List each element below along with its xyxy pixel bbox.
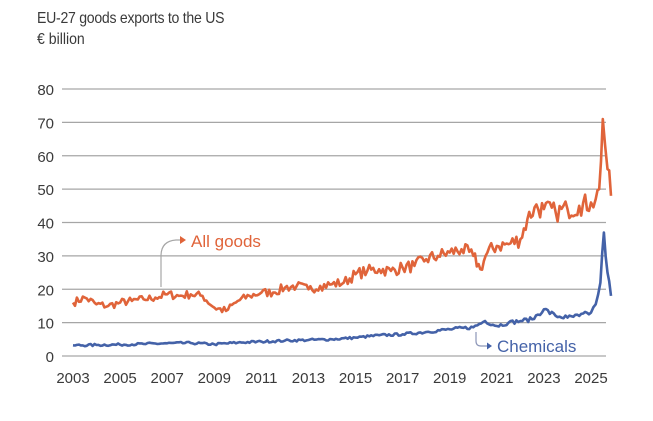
arrowhead-icon [180, 236, 186, 244]
x-tick-label: 2013 [292, 370, 325, 387]
x-tick-label: 2025 [574, 370, 607, 387]
annotations: All goods Chemicals [160, 232, 576, 356]
chemicals-label: Chemicals [497, 337, 576, 356]
x-tick-label: 2007 [150, 370, 183, 387]
gridlines [62, 88, 606, 357]
chart-title: EU-27 goods exports to the US [37, 10, 225, 27]
x-tick-label: 2017 [386, 370, 419, 387]
y-tick-label: 80 [37, 82, 54, 99]
y-tick-label: 20 [37, 282, 54, 299]
x-tick-label: 2015 [339, 370, 372, 387]
x-tick-label: 2005 [103, 370, 136, 387]
chemicals-leader-line [475, 332, 489, 347]
all-goods-label: All goods [191, 232, 261, 251]
x-tick-label: 2021 [480, 370, 513, 387]
x-tick-label: 2003 [56, 370, 89, 387]
arrowhead-icon [487, 342, 492, 350]
series-line-chemicals [72, 231, 613, 348]
series-lines [71, 117, 613, 348]
y-tick-label: 0 [46, 349, 54, 366]
x-tick-label: 2019 [433, 370, 466, 387]
y-tick-label: 60 [37, 149, 54, 166]
x-axis-ticks: 2003 2005 2007 2009 2011 2013 2015 2017 2019 2021… [56, 370, 607, 387]
y-tick-label: 30 [37, 249, 54, 266]
chart-subtitle: € billion [37, 31, 85, 48]
all-goods-leader-line [160, 239, 182, 287]
x-tick-label: 2023 [527, 370, 560, 387]
y-tick-label: 70 [37, 115, 54, 132]
x-tick-label: 2011 [245, 370, 277, 387]
x-tick-label: 2009 [198, 370, 231, 387]
y-tick-label: 50 [37, 182, 54, 199]
y-axis-ticks: 0 10 20 30 40 50 60 70 80 [37, 82, 54, 366]
series-line-all-goods [71, 117, 613, 314]
y-tick-label: 10 [37, 316, 54, 333]
y-tick-label: 40 [37, 216, 54, 233]
